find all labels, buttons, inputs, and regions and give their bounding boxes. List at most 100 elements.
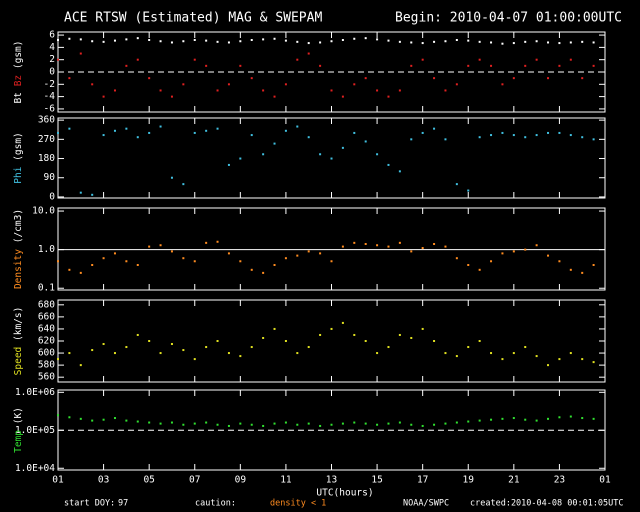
- data-point: [148, 77, 151, 80]
- data-point: [307, 346, 310, 349]
- data-point: [592, 264, 595, 267]
- data-point: [467, 39, 470, 42]
- data-point: [193, 422, 196, 425]
- data-point: [569, 415, 572, 418]
- data-point: [524, 346, 527, 349]
- data-point: [79, 364, 82, 367]
- data-point: [341, 422, 344, 425]
- data-point: [227, 83, 230, 86]
- y-axis-label-part: Bt: [13, 92, 24, 103]
- data-point: [170, 176, 173, 179]
- data-point: [433, 77, 436, 80]
- data-point: [569, 134, 572, 137]
- data-point: [296, 423, 299, 426]
- data-point: [182, 423, 185, 426]
- data-point: [205, 129, 208, 132]
- data-point: [193, 131, 196, 134]
- data-point: [467, 420, 470, 423]
- x-tick-label: 01: [52, 475, 64, 486]
- data-point: [159, 422, 162, 425]
- data-point: [433, 340, 436, 342]
- y-tick-label: -6: [44, 103, 56, 114]
- data-point: [330, 423, 333, 426]
- data-point: [239, 260, 242, 263]
- data-point: [341, 146, 344, 149]
- y-axis-label-part: Bz: [13, 75, 24, 86]
- data-point: [102, 343, 105, 346]
- panel-frame: [57, 299, 606, 383]
- data-point: [444, 245, 447, 248]
- y-axis-label: Density (/cm3): [13, 209, 24, 289]
- data-point: [490, 352, 493, 355]
- data-point: [170, 41, 173, 44]
- data-point: [284, 421, 287, 424]
- data-point: [490, 418, 493, 421]
- x-tick-label: 23: [554, 475, 565, 486]
- data-point: [433, 423, 436, 426]
- data-point: [512, 250, 515, 253]
- doy: 97: [118, 499, 128, 509]
- data-point: [558, 358, 561, 361]
- data-point: [387, 346, 390, 349]
- data-point: [512, 352, 515, 355]
- data-point: [125, 38, 128, 41]
- data-point: [558, 131, 561, 134]
- data-point: [524, 64, 527, 67]
- panel-frame: [57, 207, 606, 291]
- data-point: [592, 361, 595, 364]
- data-point: [353, 333, 356, 336]
- y-tick-label: 0: [49, 67, 55, 78]
- data-point: [239, 64, 242, 67]
- data-point: [262, 336, 265, 339]
- data-point: [284, 257, 287, 260]
- y-tick-label: 2: [49, 54, 55, 65]
- data-point: [501, 417, 504, 420]
- data-point: [182, 83, 185, 86]
- data-point: [91, 83, 94, 86]
- data-point: [216, 423, 219, 426]
- data-point: [387, 39, 390, 42]
- y-tick-label: 560: [38, 372, 55, 383]
- data-point: [102, 95, 105, 98]
- data-point: [57, 260, 59, 263]
- y-axis-label-part: Speed: [13, 347, 24, 376]
- data-point: [250, 346, 253, 349]
- y-tick-label: 180: [38, 153, 55, 164]
- data-point: [421, 424, 424, 427]
- data-point: [478, 268, 481, 271]
- data-point: [57, 358, 59, 361]
- x-tick-label: 19: [463, 475, 475, 486]
- y-tick-label: 1.0E+04: [15, 463, 55, 474]
- data-point: [102, 418, 105, 421]
- data-point: [455, 39, 458, 41]
- data-point: [79, 38, 82, 41]
- x-tick-label: 13: [326, 475, 337, 486]
- data-point: [284, 39, 287, 42]
- y-tick-label: 0.1: [38, 283, 55, 294]
- data-point: [91, 419, 94, 422]
- data-point: [148, 245, 151, 248]
- data-point: [524, 418, 527, 421]
- data-point: [376, 153, 379, 156]
- data-point: [319, 424, 322, 427]
- y-tick-label: 620: [38, 336, 55, 347]
- data-point: [113, 129, 116, 132]
- data-point: [376, 38, 379, 41]
- x-tick-label: 15: [371, 475, 382, 486]
- data-point: [125, 127, 128, 130]
- data-point: [376, 352, 379, 355]
- data-point: [353, 37, 356, 40]
- data-point: [136, 264, 139, 267]
- data-point: [250, 268, 253, 271]
- data-point: [262, 38, 265, 41]
- data-point: [170, 421, 173, 424]
- data-point: [330, 89, 333, 92]
- data-point: [113, 417, 116, 420]
- data-point: [512, 417, 515, 420]
- data-point: [79, 271, 82, 274]
- y-axis-label-part: (/cm3): [13, 209, 24, 243]
- data-point: [353, 83, 356, 86]
- data-point: [273, 264, 276, 267]
- data-point: [547, 364, 550, 367]
- data-point: [490, 41, 493, 44]
